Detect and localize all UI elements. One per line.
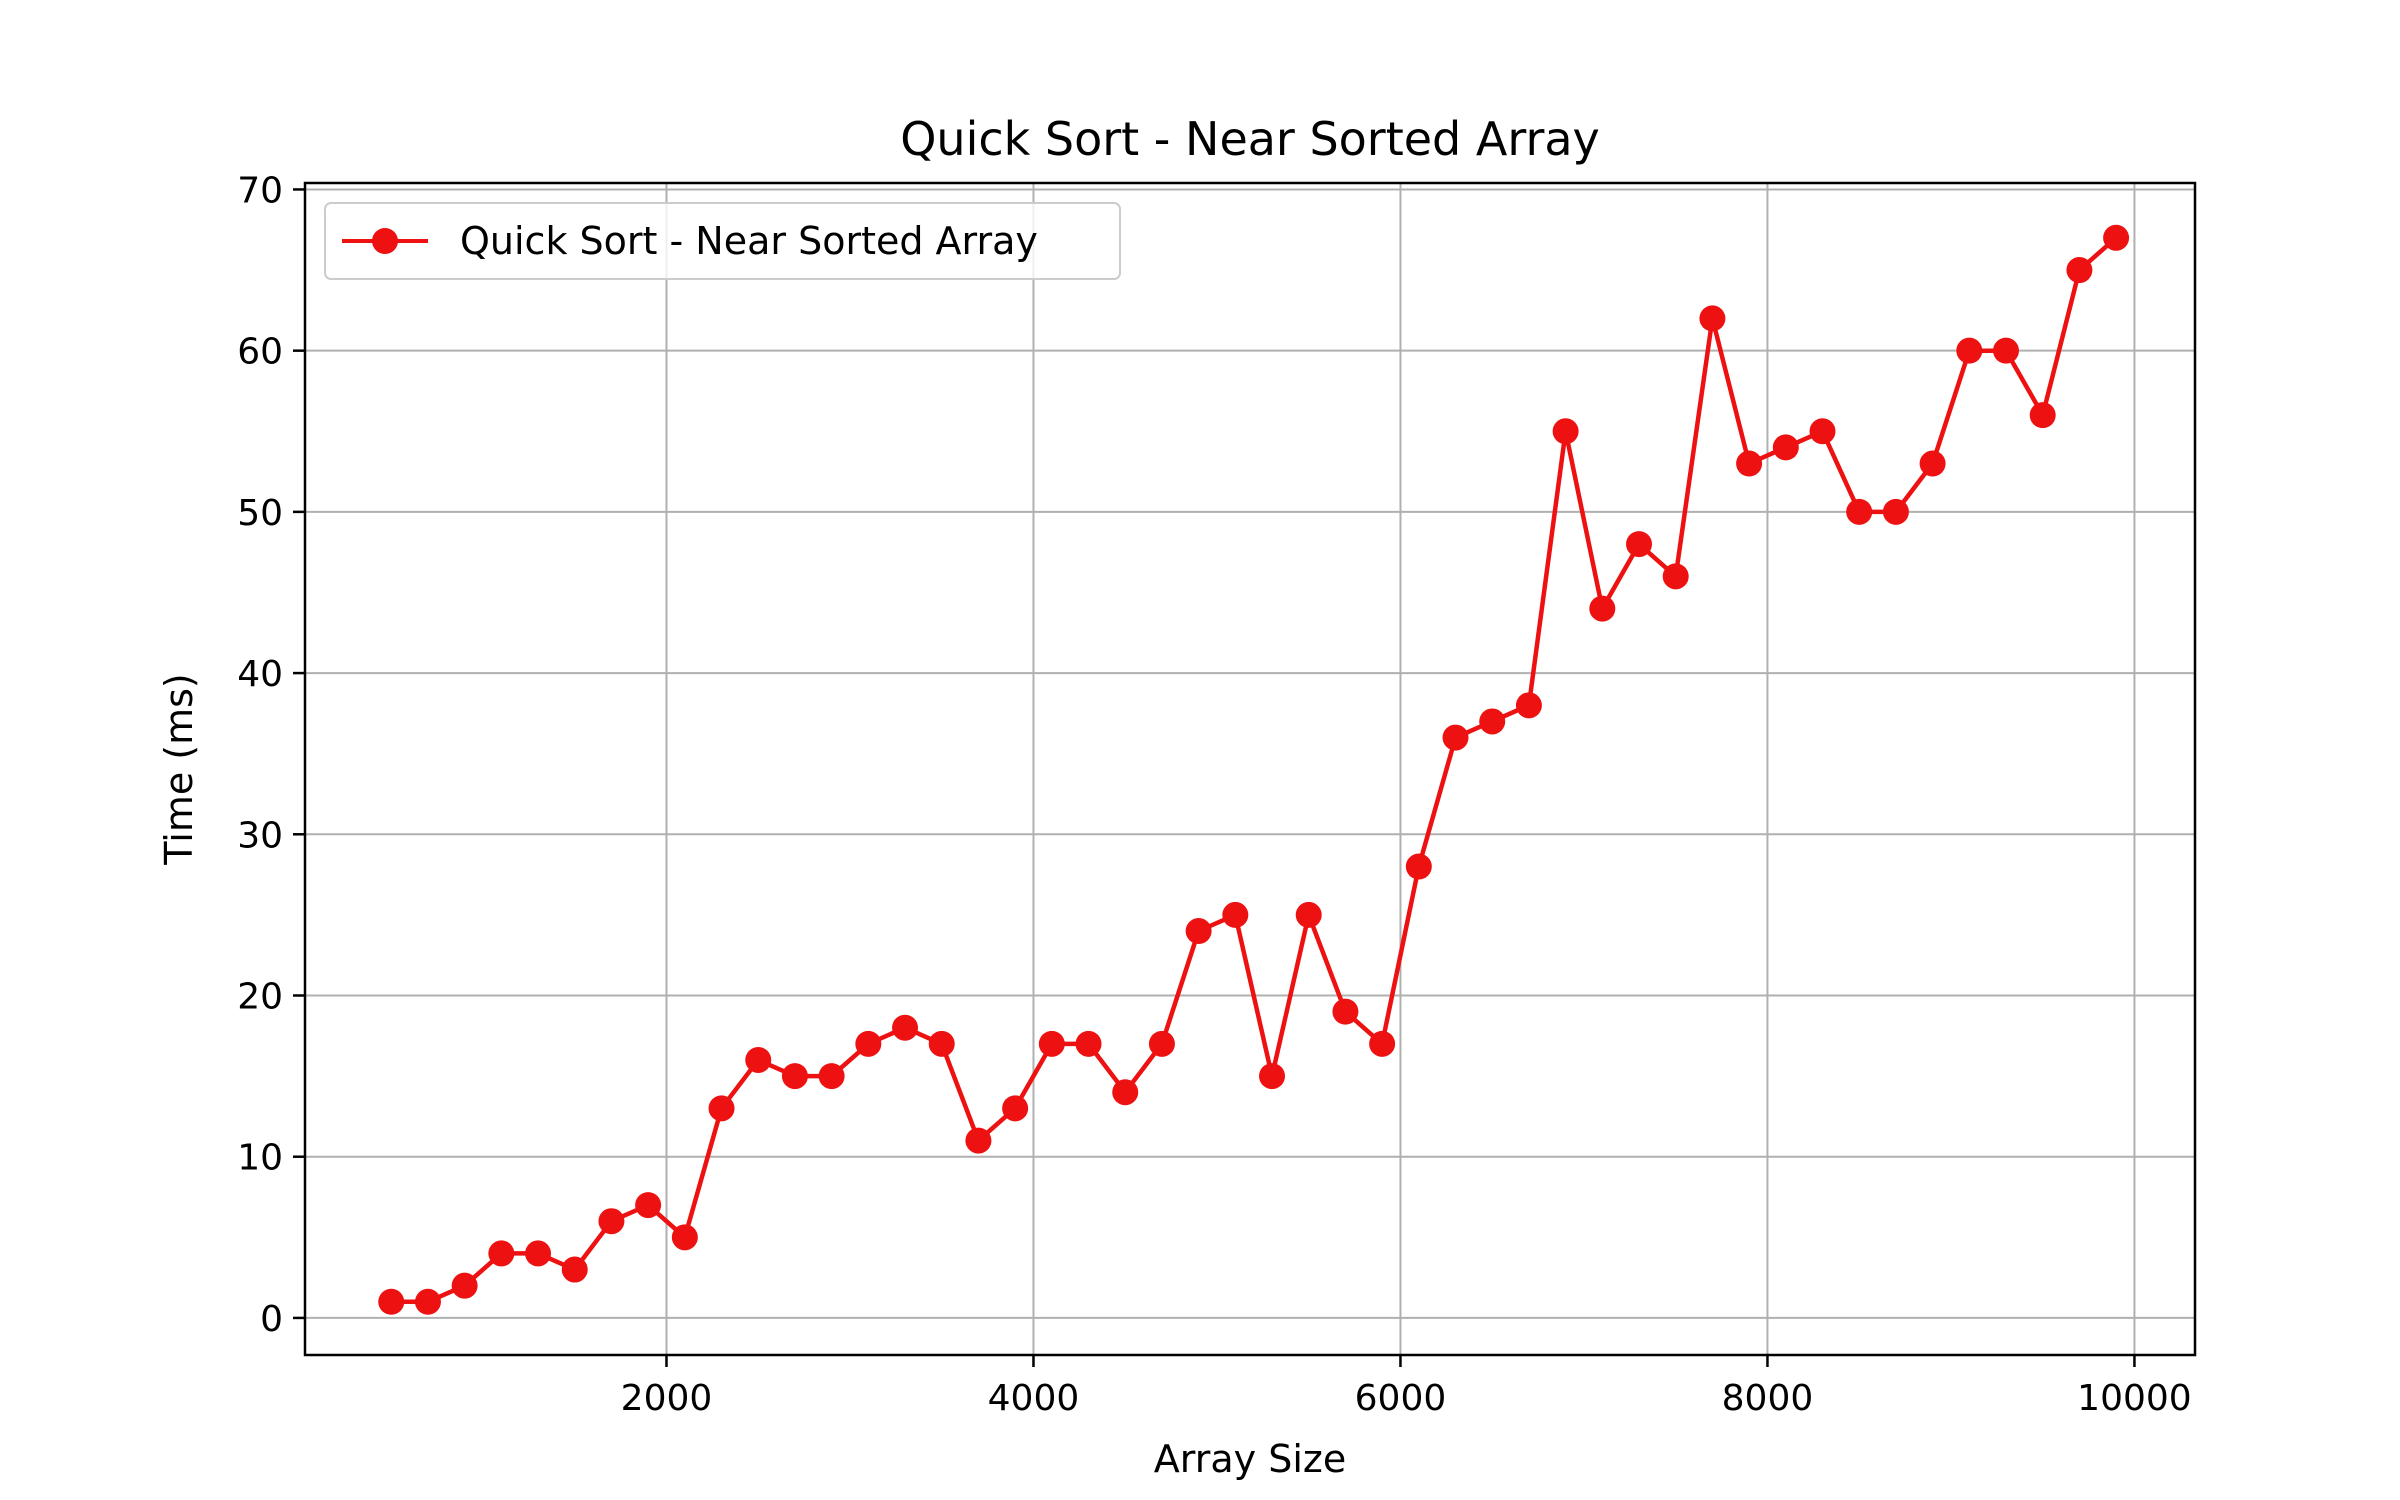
y-tick-label: 50: [237, 493, 283, 534]
data-point: [414, 1288, 441, 1315]
y-tick-label: 60: [237, 332, 283, 373]
chart-title: Quick Sort - Near Sorted Array: [900, 112, 1600, 166]
data-point: [561, 1256, 588, 1283]
data-point: [1772, 434, 1799, 461]
data-point: [488, 1240, 515, 1267]
axis-ticks: 2000 4000 6000 8000 10000 0 10 20 30 40 50 60 70: [237, 170, 2192, 1419]
data-point: [818, 1063, 845, 1090]
data-point: [1038, 1030, 1065, 1057]
data-point: [1736, 450, 1763, 477]
legend-box: [324, 202, 1121, 280]
x-tick-label: 4000: [988, 1378, 1080, 1419]
series-layer: [378, 224, 2130, 1315]
data-point: [1185, 918, 1212, 945]
y-axis-label: Time (ms): [157, 673, 201, 866]
y-tick-label: 70: [237, 170, 283, 211]
data-point: [2066, 257, 2093, 284]
data-point: [1919, 450, 1946, 477]
x-tick-label: 10000: [2077, 1378, 2192, 1419]
data-point: [1222, 901, 1249, 928]
data-point: [1405, 853, 1432, 880]
data-point: [1846, 498, 1873, 525]
data-point: [1956, 337, 1983, 364]
data-point: [855, 1030, 882, 1057]
plot-frame: [303, 181, 2197, 1357]
data-point: [1332, 998, 1359, 1025]
x-tick-label: 2000: [621, 1378, 713, 1419]
grid: [305, 183, 2195, 1355]
data-point: [598, 1208, 625, 1235]
data-point: [1002, 1095, 1029, 1122]
data-point: [1515, 692, 1542, 719]
data-point: [635, 1192, 662, 1219]
data-point: [1479, 708, 1506, 735]
data-point: [2103, 224, 2130, 251]
data-point: [965, 1127, 992, 1154]
data-point: [1112, 1079, 1139, 1106]
data-point: [1369, 1030, 1396, 1057]
data-point: [1295, 901, 1322, 928]
x-axis-label: Array Size: [1154, 1437, 1346, 1481]
y-tick-label: 0: [260, 1299, 283, 1340]
legend: Quick Sort - Near Sorted Array: [324, 202, 1121, 280]
data-point: [1442, 724, 1469, 751]
data-point: [378, 1288, 405, 1315]
data-point: [708, 1095, 735, 1122]
data-point: [745, 1046, 772, 1073]
data-point: [1662, 563, 1689, 590]
y-tick-label: 10: [237, 1138, 283, 1179]
data-point: [1882, 498, 1909, 525]
data-point: [1993, 337, 2019, 364]
data-point: [451, 1272, 478, 1299]
data-point: [1589, 595, 1616, 622]
data-point: [525, 1240, 552, 1267]
data-point: [1552, 418, 1579, 445]
series-line: [388, 235, 2119, 1305]
x-tick-label: 6000: [1355, 1378, 1447, 1419]
data-point: [892, 1014, 919, 1041]
data-point: [1148, 1030, 1175, 1057]
data-point: [1626, 531, 1653, 558]
data-point: [671, 1224, 698, 1251]
data-point: [1259, 1063, 1286, 1090]
legend-marker-swatch: [372, 228, 398, 254]
x-tick-label: 8000: [1722, 1378, 1814, 1419]
data-point: [781, 1063, 808, 1090]
data-point: [1699, 305, 1726, 332]
data-point: [928, 1030, 955, 1057]
y-tick-label: 20: [237, 977, 283, 1018]
data-point: [1809, 418, 1836, 445]
y-tick-label: 30: [237, 815, 283, 856]
legend-label: Quick Sort - Near Sorted Array: [460, 219, 1038, 263]
data-point: [1075, 1030, 1102, 1057]
y-tick-label: 40: [237, 654, 283, 695]
data-point: [2029, 402, 2056, 429]
